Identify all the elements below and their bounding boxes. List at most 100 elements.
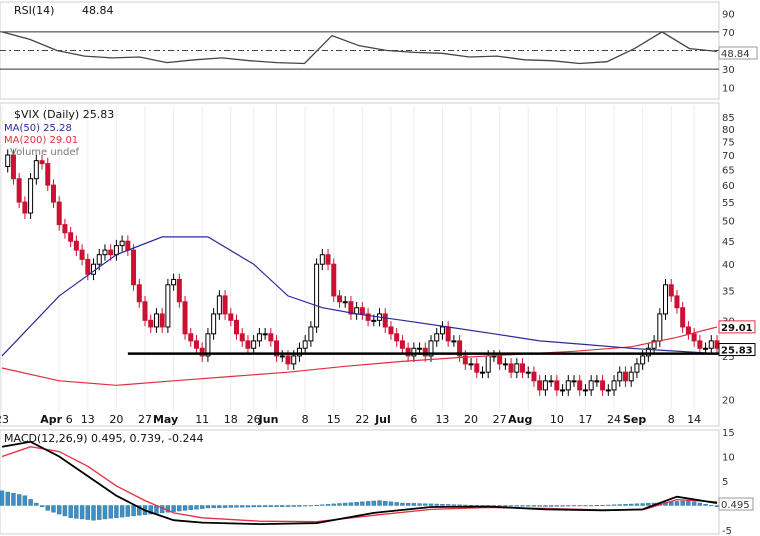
price-candle-body bbox=[62, 224, 68, 234]
price-candle-body bbox=[634, 363, 640, 373]
price-candle-body bbox=[102, 249, 108, 256]
price-candle-body bbox=[205, 333, 211, 357]
price-xtick-label: 10 bbox=[550, 413, 564, 426]
macd-hist-bar bbox=[97, 505, 102, 520]
macd-hist-bar bbox=[28, 499, 33, 506]
price-candle-body bbox=[554, 380, 560, 391]
macd-histogram bbox=[0, 490, 720, 521]
rsi-ytick-label: 30 bbox=[722, 65, 735, 76]
rsi-lines bbox=[0, 31, 719, 70]
macd-hist-bar bbox=[262, 505, 268, 508]
price-moving-averages bbox=[1, 236, 719, 386]
macd-hist-bar bbox=[343, 502, 348, 506]
price-candle-body bbox=[703, 347, 709, 350]
macd-hist-bar bbox=[308, 505, 314, 507]
macd-hist-bar bbox=[102, 505, 108, 520]
price-candle-body bbox=[651, 340, 657, 349]
macd-hist-bar bbox=[588, 505, 594, 507]
macd-hist-bar bbox=[543, 505, 548, 507]
price-candle-body bbox=[502, 363, 508, 366]
price-candle-body bbox=[388, 326, 394, 335]
price-candle-body bbox=[405, 347, 411, 357]
price-candle-body bbox=[10, 154, 16, 180]
price-candle-body bbox=[457, 340, 463, 357]
price-candle-body bbox=[245, 340, 251, 349]
macd-hist-bar bbox=[22, 495, 28, 506]
macd-hist-bar bbox=[686, 500, 691, 506]
price-candle-body bbox=[79, 249, 85, 260]
price-candle-body bbox=[417, 347, 423, 350]
legend-ma200: MA(200) 29.01 bbox=[4, 135, 78, 146]
macd-hist-bar bbox=[365, 501, 371, 506]
macd-hist-bar bbox=[440, 504, 445, 506]
price-candle-body bbox=[222, 295, 228, 315]
macd-hist-bar bbox=[371, 500, 376, 506]
rsi-ytick-label: 10 bbox=[722, 84, 735, 95]
price-panel: 2025303540455055606570758085 23Apr613202… bbox=[0, 102, 756, 427]
macd-title: MACD(12,26,9) 0.495, 0.739, -0.244 bbox=[4, 432, 203, 445]
macd-hist-bar bbox=[434, 503, 439, 506]
macd-hist-bar bbox=[360, 501, 365, 506]
price-candle-body bbox=[256, 333, 262, 342]
price-candle-body bbox=[428, 340, 434, 357]
macd-hist-bar bbox=[560, 505, 565, 507]
price-title: $VIX (Daily) 25.83 bbox=[14, 108, 114, 121]
price-candle-body bbox=[199, 347, 205, 357]
price-candle-body bbox=[331, 263, 337, 297]
macd-hist-bar bbox=[125, 505, 131, 517]
price-xtick-label: 6 bbox=[410, 413, 417, 426]
macd-hist-bar bbox=[79, 505, 85, 520]
macd-hist-bar bbox=[714, 505, 720, 507]
macd-hist-bar bbox=[320, 504, 325, 506]
price-candle-body bbox=[531, 371, 537, 382]
price-xtick-label: 6 bbox=[66, 413, 73, 426]
price-candle-body bbox=[462, 355, 468, 365]
macd-hist-bar bbox=[526, 505, 531, 507]
price-candle-body bbox=[216, 295, 222, 315]
macd-hist-bar bbox=[611, 504, 617, 506]
macd-hist-bar bbox=[188, 505, 193, 510]
price-candle-body bbox=[577, 380, 583, 391]
price-yticks: 2025303540455055606570758085 bbox=[722, 113, 735, 406]
price-xticks: 23Apr6132027May111826Jun81522Jul6132027A… bbox=[0, 413, 701, 426]
price-candle-body bbox=[188, 333, 194, 342]
macd-hist-bar bbox=[211, 505, 216, 509]
price-ytick-label: 60 bbox=[722, 181, 735, 192]
price-candle-body bbox=[680, 307, 686, 328]
macd-hist-bar bbox=[634, 503, 640, 506]
legend-ma50: MA(50) 25.28 bbox=[4, 123, 72, 134]
price-candle-body bbox=[56, 201, 62, 226]
price-candle-body bbox=[211, 313, 217, 335]
macd-hist-bar bbox=[62, 505, 68, 517]
price-candle-body bbox=[274, 340, 280, 357]
price-candle-body bbox=[68, 232, 74, 242]
macd-ytick-label: 5 bbox=[722, 477, 728, 488]
macd-plot-frame bbox=[0, 429, 720, 535]
price-candle-body bbox=[622, 371, 628, 382]
macd-hist-bar bbox=[594, 505, 600, 507]
macd-hist-bar bbox=[268, 505, 274, 507]
price-candle-body bbox=[296, 347, 302, 357]
price-candle-body bbox=[28, 178, 34, 214]
price-xtick-label: Apr bbox=[40, 413, 62, 426]
macd-hist-bar bbox=[520, 505, 525, 507]
price-candle-body bbox=[113, 245, 119, 256]
price-candle-body bbox=[285, 355, 291, 365]
price-ytick-label: 25 bbox=[722, 352, 735, 363]
macd-hist-bar bbox=[331, 503, 336, 506]
macd-hist-bar bbox=[571, 505, 577, 507]
macd-hist-bar bbox=[148, 505, 153, 515]
macd-ytick-label: -5 bbox=[722, 526, 732, 536]
macd-hist-bar bbox=[697, 502, 703, 506]
macd-hist-bar bbox=[171, 505, 176, 512]
price-ytick-label: 65 bbox=[722, 165, 735, 176]
price-candle-body bbox=[485, 355, 491, 373]
macd-hist-bar bbox=[280, 505, 285, 507]
macd-hist-bar bbox=[217, 505, 222, 508]
macd-hist-bar bbox=[463, 504, 468, 506]
price-candle-body bbox=[33, 160, 39, 180]
price-candle-body bbox=[479, 371, 485, 374]
price-candle-body bbox=[668, 284, 674, 297]
price-candle-body bbox=[394, 333, 400, 342]
macd-hist-bar bbox=[583, 505, 588, 507]
